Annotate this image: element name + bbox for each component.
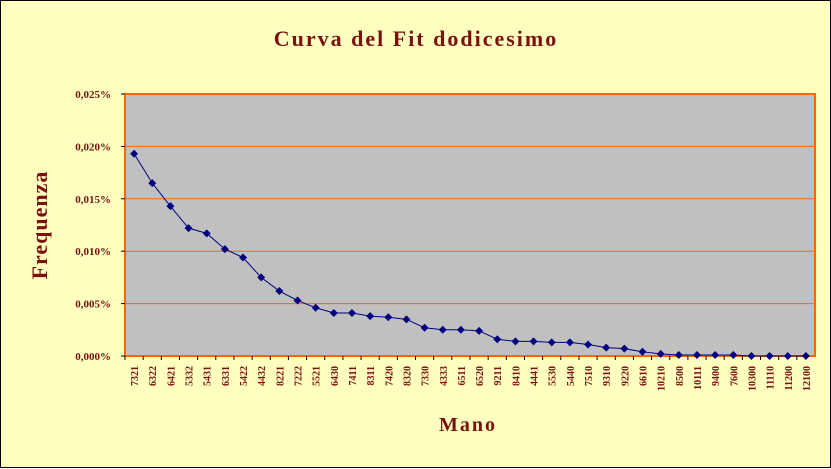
- x-tick-label: 8500: [675, 366, 686, 386]
- x-tick-label: 10111: [693, 366, 704, 390]
- data-point: [584, 340, 593, 349]
- data-point: [420, 323, 429, 332]
- data-point: [293, 296, 302, 305]
- x-tick-label: 7222: [294, 366, 305, 386]
- data-point: [747, 352, 756, 360]
- x-tick-label: 5521: [312, 366, 323, 386]
- x-tick-label: 8221: [275, 366, 286, 386]
- data-point: [166, 202, 175, 211]
- x-tick-label: 6322: [148, 366, 159, 386]
- data-point: [275, 287, 284, 296]
- x-tick-label: 5431: [203, 366, 214, 386]
- data-point: [257, 273, 266, 282]
- data-point: [456, 325, 465, 334]
- data-point: [801, 352, 810, 360]
- y-tick-label: 0,015%: [75, 194, 111, 206]
- data-point: [239, 253, 248, 262]
- data-point: [638, 347, 647, 356]
- data-point: [602, 343, 611, 352]
- data-point: [402, 315, 411, 324]
- data-point: [148, 179, 157, 188]
- data-point: [220, 245, 229, 254]
- x-tick-label: 9310: [602, 366, 613, 386]
- data-point: [674, 350, 683, 359]
- data-point: [438, 325, 447, 334]
- x-tick-label: 7411: [348, 366, 359, 385]
- x-tick-label: 6430: [330, 366, 341, 386]
- x-tick-label: 4333: [439, 366, 450, 386]
- x-tick-label: 9220: [620, 366, 631, 386]
- x-tick-label: 12100: [802, 366, 813, 391]
- data-point: [783, 352, 792, 360]
- data-point: [493, 335, 502, 344]
- data-point: [692, 350, 701, 359]
- y-tick-label: 0,025%: [75, 89, 111, 101]
- x-tick-label: 8320: [402, 366, 413, 386]
- data-point: [184, 224, 193, 233]
- data-point: [202, 229, 211, 238]
- data-point: [656, 349, 665, 358]
- data-point: [347, 309, 356, 318]
- data-point: [511, 337, 520, 346]
- x-tick-label: 8311: [366, 366, 377, 385]
- x-tick-label: 5530: [548, 366, 559, 386]
- data-point: [565, 338, 574, 347]
- x-tick-label: 10300: [747, 366, 758, 391]
- x-axis-ticks: 7321 6322 6421 5332 5431 6331 5422 4432 8221 7222…: [124, 356, 813, 391]
- x-tick-label: 7321: [130, 366, 141, 386]
- x-tick-label: 5332: [185, 366, 196, 386]
- x-tick-label: 7510: [584, 366, 595, 386]
- x-tick-label: 5440: [566, 366, 577, 386]
- chart-title: Curva del Fit dodicesimo: [274, 26, 559, 51]
- data-point: [130, 149, 139, 158]
- x-tick-label: 6421: [166, 366, 177, 386]
- plot-area: [125, 94, 815, 356]
- x-tick-label: 7330: [421, 366, 432, 386]
- data-point: [729, 350, 738, 359]
- data-point: [366, 312, 375, 321]
- data-point: [711, 350, 720, 359]
- y-tick-label: 0,005%: [75, 299, 111, 311]
- x-tick-label: 7420: [384, 366, 395, 386]
- x-tick-label: 8410: [511, 366, 522, 386]
- y-tick-label: 0,020%: [75, 141, 111, 153]
- data-point: [475, 326, 484, 335]
- series-markers: [130, 149, 810, 360]
- x-axis-label: Mano: [439, 414, 497, 436]
- x-tick-label: 7600: [729, 366, 740, 386]
- data-point: [329, 309, 338, 318]
- x-tick-label: 6520: [475, 366, 486, 386]
- data-point: [547, 338, 556, 347]
- data-point: [765, 352, 774, 360]
- x-tick-label: 6331: [221, 366, 232, 386]
- x-tick-label: 10210: [657, 366, 668, 391]
- data-point: [384, 313, 393, 322]
- y-axis-ticks: 0,000% 0,005% 0,010% 0,015% 0,020% 0,025%: [75, 89, 125, 363]
- x-tick-label: 11200: [784, 366, 795, 390]
- data-point: [529, 337, 538, 346]
- x-tick-label: 9211: [493, 366, 504, 385]
- x-tick-label: 11110: [766, 366, 777, 389]
- x-tick-label: 4432: [257, 366, 268, 386]
- gridlines: [125, 145, 815, 305]
- x-tick-label: 6511: [457, 366, 468, 385]
- data-point: [311, 303, 320, 312]
- y-tick-label: 0,010%: [75, 246, 111, 258]
- x-tick-label: 6610: [639, 366, 650, 386]
- x-tick-label: 4441: [530, 366, 541, 386]
- x-tick-label: 5422: [239, 366, 250, 386]
- data-point: [620, 344, 629, 353]
- y-tick-label: 0,000%: [75, 351, 111, 363]
- x-tick-label: 9400: [711, 366, 722, 386]
- y-axis-label: Frequenza: [27, 171, 52, 280]
